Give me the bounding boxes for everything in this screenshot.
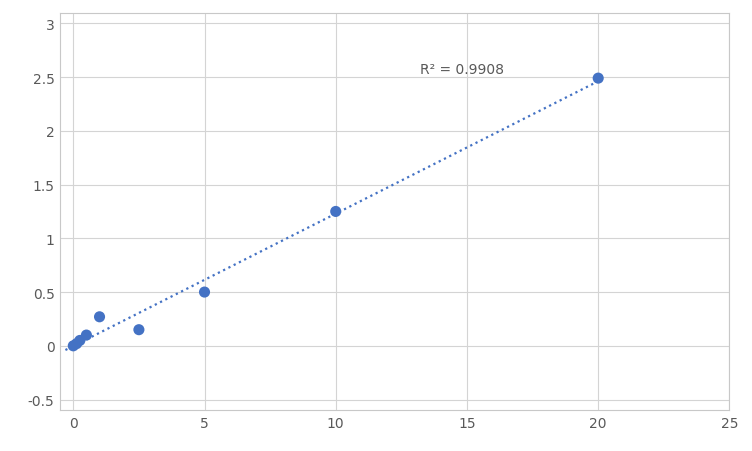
Point	[93, 313, 105, 321]
Text: R² = 0.9908: R² = 0.9908	[420, 63, 504, 77]
Point	[133, 327, 145, 334]
Point	[67, 342, 79, 350]
Point	[199, 289, 211, 296]
Point	[592, 75, 604, 83]
Point	[80, 332, 92, 339]
Point	[71, 341, 83, 348]
Point	[329, 208, 341, 216]
Point	[74, 337, 86, 344]
